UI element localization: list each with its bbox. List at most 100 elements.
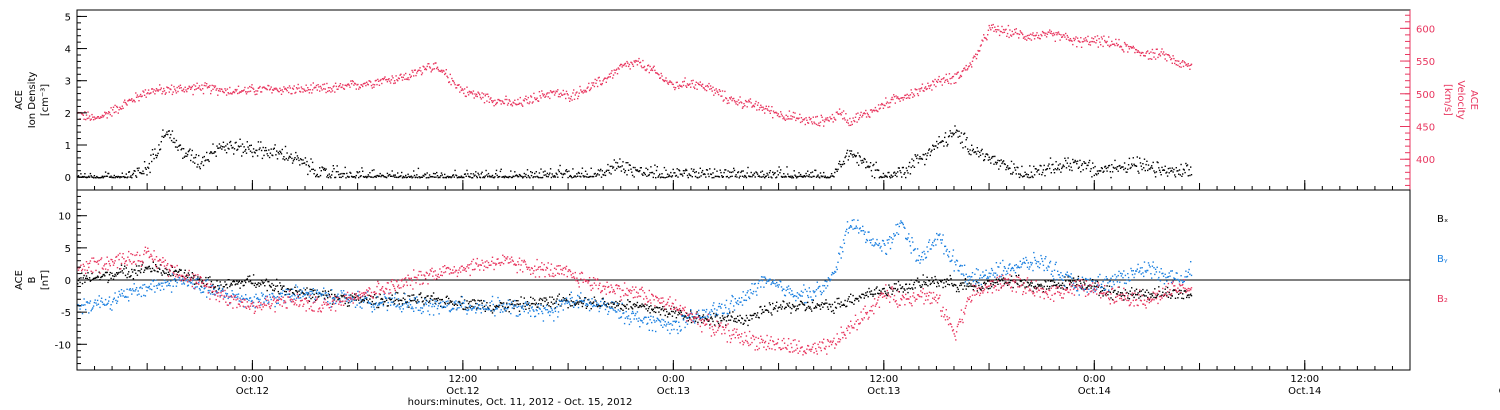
velocity-point [104,111,106,113]
bx-point [286,288,288,290]
bx-point [473,299,475,301]
velocity-point [775,111,777,113]
density-point [795,177,798,179]
bx-point [534,299,536,301]
bx-point [446,295,448,297]
density-point [205,159,207,161]
density-point [426,172,428,174]
velocity-point [881,102,883,105]
bx-point [112,275,114,277]
bx-point [262,282,264,285]
density-point [909,173,912,175]
by-point [502,303,505,305]
density-point [724,169,726,171]
density-point [535,171,537,173]
velocity-axis-label-line3: [km/s] [1442,84,1453,116]
density-point [201,161,203,163]
velocity-point [755,100,757,103]
bx-point [860,297,862,299]
by-point [507,299,510,301]
density-point [333,168,335,170]
bx-point [405,302,407,304]
by-point [591,298,593,300]
velocity-point [501,100,503,102]
bx-point [816,303,818,305]
by-point [173,279,175,281]
density-point [237,148,239,151]
velocity-point [1131,47,1134,49]
density-point [656,166,658,168]
density-point [952,134,955,136]
velocity-point [670,81,673,84]
bx-point [105,271,108,274]
bx-point [146,266,148,269]
bx-point [136,274,139,276]
velocity-point [954,73,956,75]
bx-point [848,296,850,298]
density-point [739,175,741,177]
density-point [939,142,941,144]
density-point [587,176,589,178]
bx-point [1164,288,1166,290]
velocity-point [347,83,350,85]
bx-point [116,272,118,274]
velocity-point [483,102,486,104]
by-point [482,307,484,309]
velocity-point [623,63,626,65]
velocity-point [1059,39,1061,41]
by-point [294,294,296,297]
density-point [935,145,937,147]
bx-point [917,281,920,283]
density-point [439,176,441,179]
density-point [284,159,286,161]
by-point [413,297,416,299]
bx-point [93,277,96,279]
velocity-point [540,97,542,99]
velocity-point [787,115,789,118]
velocity-point [1162,53,1164,55]
bx-point [925,283,928,286]
density-point [993,163,995,165]
density-point [977,150,979,152]
density-point [1062,164,1064,166]
bx-point [1109,291,1111,293]
velocity-point [105,112,108,114]
bx-point [1098,294,1100,297]
velocity-point [720,95,722,97]
density-point [346,172,348,175]
velocity-point [963,67,965,70]
by-point [510,301,513,303]
density-point [989,158,991,161]
density-point [755,171,757,173]
velocity-point [346,85,348,87]
bx-point [728,319,730,321]
by-point [509,304,511,306]
bx-point [432,299,434,301]
by-point [158,282,160,285]
velocity-point [814,122,816,125]
density-point [574,175,576,177]
bx-point [124,274,127,277]
density-point [854,155,857,158]
bx-point [908,287,910,289]
bx-point [1026,281,1029,283]
velocity-point [682,81,684,83]
velocity-point [813,121,815,123]
bx-point [1158,286,1160,288]
velocity-point [789,118,791,120]
density-point [760,176,763,178]
bx-point [124,265,126,267]
density-point [1115,168,1118,170]
bx-point [436,298,438,300]
density-point [437,176,439,179]
density-point [1181,175,1183,177]
velocity-point [111,115,113,117]
density-point [198,166,201,168]
velocity-point [408,78,410,81]
density-point [327,176,330,179]
by-point [204,287,206,289]
bx-point [983,281,986,283]
bx-point [354,296,357,299]
velocity-point [206,87,209,89]
density-point [88,176,91,178]
